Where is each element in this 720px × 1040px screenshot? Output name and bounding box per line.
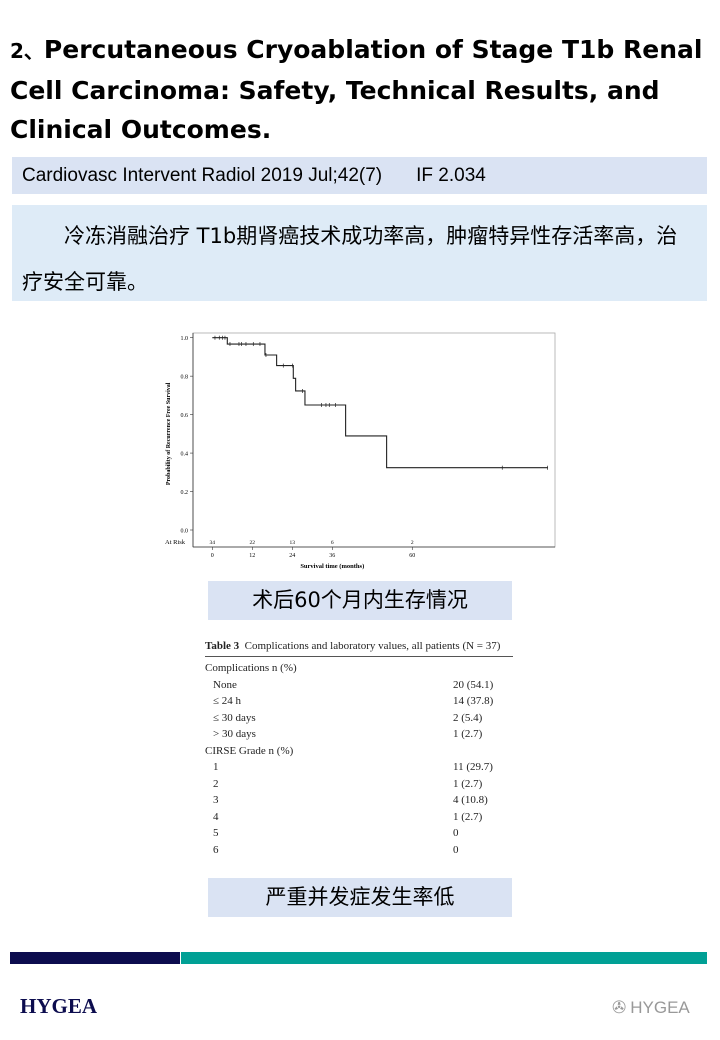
table-number: Table 3 (205, 640, 240, 652)
at-risk-count: 6 (331, 540, 334, 546)
at-risk-label: At Risk (165, 539, 186, 546)
watermark-text: HYGEA (630, 998, 690, 1017)
hygea-logo: HYGEA (20, 994, 98, 1018)
footer-bar-teal (181, 952, 707, 964)
caption-survival: 术后60个月内生存情况 (208, 581, 512, 620)
survival-curve (212, 337, 548, 469)
at-risk-count: 13 (290, 540, 296, 546)
title-text: Percutaneous Cryoablation of Stage T1b R… (10, 35, 703, 144)
table-row: 2 1 (2.7) (205, 776, 513, 793)
row-label: 4 (213, 810, 219, 823)
at-risk-count: 22 (250, 540, 256, 546)
table-caption-text: Complications and laboratory values, all… (244, 640, 501, 652)
table-row: CIRSE Grade n (%) (205, 743, 513, 760)
row-value: 0 (453, 843, 459, 856)
table-row: > 30 days 1 (2.7) (205, 726, 513, 743)
row-value: 20 (54.1) (453, 678, 494, 691)
y-tick-label: 1.0 (181, 336, 189, 342)
row-value: 1 (2.7) (453, 810, 483, 823)
row-label: Complications n (%) (205, 662, 297, 674)
y-tick-label: 0.4 (181, 452, 189, 458)
plot-frame (192, 332, 556, 548)
table-row: 4 1 (2.7) (205, 809, 513, 826)
row-value: 2 (5.4) (453, 711, 483, 724)
row-label: 6 (213, 843, 219, 856)
complications-table: Table 3 Complications and laboratory val… (205, 640, 513, 858)
wechat-icon: ✇ (612, 998, 627, 1017)
row-label: ≤ 24 h (213, 695, 242, 707)
row-value: 4 (10.8) (453, 794, 488, 806)
caption-complications: 严重并发症发生率低 (208, 878, 512, 917)
y-tick-label: 0.8 (181, 375, 189, 381)
table-row: None 20 (54.1) (205, 677, 513, 694)
y-tick-label: 0.0 (181, 529, 189, 535)
row-label: 1 (213, 761, 219, 773)
row-label: 5 (213, 827, 219, 839)
y-tick-label: 0.6 (181, 413, 189, 419)
citation-box: Cardiovasc Intervent Radiol 2019 Jul;42(… (12, 157, 707, 194)
y-axis-label: Probability of Recurrence Free Survival (166, 382, 172, 485)
x-tick-label: 60 (409, 553, 415, 559)
footer-bar-navy (10, 952, 180, 964)
slide-title: 2、Percutaneous Cryoablation of Stage T1b… (10, 30, 710, 149)
journal: Cardiovasc Intervent Radiol 2019 Jul;42(… (22, 165, 383, 186)
table-row: 3 4 (10.8) (205, 792, 513, 809)
at-risk-count: 34 (210, 540, 216, 546)
row-value: 1 (2.7) (453, 728, 483, 740)
table-caption: Table 3 Complications and laboratory val… (205, 640, 513, 657)
table-row: ≤ 24 h 14 (37.8) (205, 693, 513, 710)
row-label: CIRSE Grade n (%) (205, 744, 294, 757)
table-row: ≤ 30 days 2 (5.4) (205, 710, 513, 727)
x-axis-label: Survival time (months) (300, 563, 364, 570)
at-risk-count: 2 (411, 540, 414, 546)
row-label: ≤ 30 days (213, 711, 256, 724)
table-row: 1 11 (29.7) (205, 759, 513, 776)
row-label: 2 (213, 777, 219, 790)
summary-box: 冷冻消融治疗 T1b期肾癌技术成功率高，肿瘤特异性存活率高，治疗安全可靠。 (12, 205, 707, 301)
x-tick-label: 36 (329, 553, 335, 559)
row-value: 14 (37.8) (453, 695, 494, 707)
watermark: ✇ HYGEA (612, 998, 690, 1018)
table-row: Complications n (%) (205, 660, 513, 677)
x-tick-label: 12 (249, 553, 255, 559)
title-number: 2、 (10, 39, 44, 63)
survival-chart: 0.0 0.2 0.4 0.6 0.8 1.0 0 12 24 36 60 At Risk 34 22 13… (165, 332, 556, 570)
row-value: 0 (453, 827, 459, 839)
row-value (453, 743, 513, 760)
row-label: > 30 days (213, 728, 256, 740)
x-tick-label: 0 (211, 553, 214, 559)
row-value (453, 660, 513, 677)
y-tick-label: 0.2 (181, 490, 189, 496)
row-value: 1 (2.7) (453, 777, 483, 790)
x-tick-label: 24 (289, 553, 295, 559)
impact-factor: IF 2.034 (416, 165, 486, 186)
row-value: 11 (29.7) (453, 761, 493, 773)
row-label: 3 (213, 794, 219, 806)
row-label: None (213, 678, 237, 691)
